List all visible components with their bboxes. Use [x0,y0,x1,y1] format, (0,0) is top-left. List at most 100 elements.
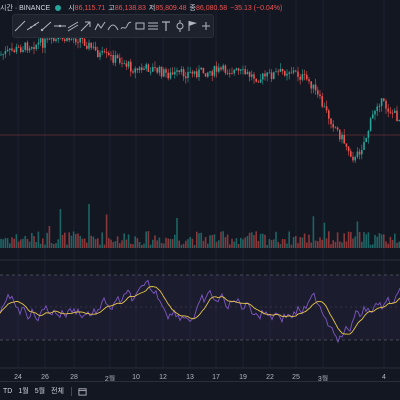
volume-bar [193,244,196,248]
candle-body [275,71,277,73]
volume-bar [257,241,260,248]
candle-body [281,69,284,72]
volume-bar [158,237,161,248]
candle-body [317,90,319,95]
candle-body [44,38,46,48]
volume-bar [220,231,222,248]
volume-bar [160,242,163,248]
volume-bar [132,244,134,248]
volume-bar [48,225,51,248]
volume-bar [229,244,231,248]
volume-bar [312,216,315,248]
candle-body [328,110,330,119]
range-all-button[interactable]: 전체 [51,388,64,395]
rectangle-icon[interactable] [133,19,146,33]
candle-body [176,70,178,72]
candle-body [143,68,145,70]
text-icon[interactable] [160,19,173,33]
ray-icon[interactable] [40,19,53,33]
volume-bar [215,241,218,248]
volume-bar [343,233,345,248]
candle-body [72,38,75,40]
candle-body [191,71,194,74]
candle-body [28,48,31,51]
candle-body [222,65,224,70]
candle-body [341,134,343,140]
candle-body [268,72,271,74]
candle-body [105,52,108,53]
volume-bar [66,244,68,248]
volume-bar [22,238,24,248]
brush-icon[interactable] [120,19,133,33]
candle-body [108,52,110,55]
volume-bar [145,231,147,248]
candle-body [160,66,163,77]
candle-body [321,96,323,107]
volume-bar [253,235,255,248]
x-axis-label: 2월 [104,376,116,383]
flag-icon[interactable] [186,19,199,33]
volume-bar [242,239,244,248]
volume-bar [378,233,381,248]
volume-bar [376,236,378,248]
candle-body [167,72,169,79]
rsi-ma-line [0,286,400,335]
candle-body [299,76,301,80]
volume-bar [200,232,202,248]
candle-body [70,39,73,41]
plus-icon[interactable] [200,19,213,33]
fib-icon[interactable] [146,19,159,33]
volume-bar [396,242,398,248]
candle-body [103,51,106,53]
volume-bar [268,238,271,248]
x-axis-label: 24 [14,374,22,381]
candle-body [248,72,251,77]
volume-bar [189,236,191,248]
volume-bar [86,242,88,248]
horizontal-line-icon[interactable] [53,19,66,33]
volume-bar [187,239,189,248]
candle-body [235,68,238,70]
range-5y-button[interactable]: 5월 [34,388,46,395]
volume-bar [53,244,55,248]
range-1y-button[interactable]: 1월 [18,388,29,395]
range-ytd-button[interactable]: TD [3,387,13,395]
volume-bar [279,244,282,248]
candle-body [97,50,99,58]
candle-body [207,72,209,77]
volume-bar [391,239,394,248]
path-icon[interactable] [93,19,106,33]
volume-bar [134,236,136,248]
volume-bar [17,241,20,248]
candle-body [306,74,308,80]
volume-bar [94,239,97,248]
candle-body [33,47,35,50]
anchor-icon[interactable] [173,19,186,33]
candle-body [290,72,293,74]
volume-bar [244,237,246,248]
volume-bar [174,234,176,248]
candle-body [380,98,383,107]
volume-bar [97,238,99,248]
curve-icon[interactable] [106,19,119,33]
trend-line-icon[interactable] [13,19,26,33]
volume-bar [358,231,361,248]
symbol-name[interactable]: 시간 · BINANCE [0,5,51,12]
volume-bar [308,234,310,248]
candle-body [253,74,255,79]
calendar-icon[interactable] [78,386,88,396]
candle-body [187,72,189,79]
candle-body [39,38,42,43]
volume-bar [75,233,77,248]
extended-line-icon[interactable] [26,19,39,33]
parallel-channel-icon[interactable] [66,19,79,33]
volume-bar [39,243,42,248]
volume-bar [356,221,359,248]
volume-bar [169,238,172,248]
volume-bar [196,231,198,248]
volume-bar [389,236,392,248]
volume-bar [345,241,348,248]
candle-body [174,71,176,75]
arrow-icon[interactable] [80,19,93,33]
